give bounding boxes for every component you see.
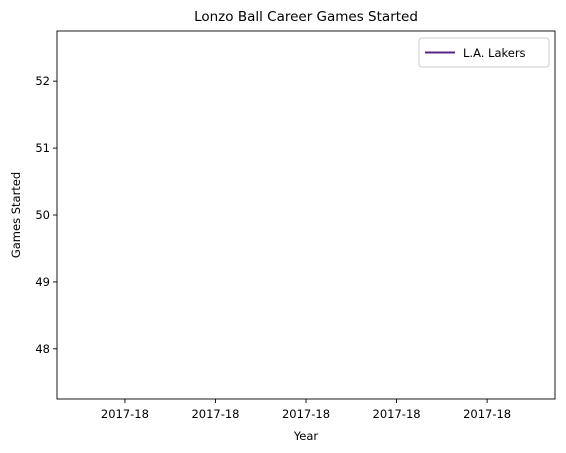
x-tick-label: 2017-18 bbox=[191, 407, 239, 421]
x-tick-label: 2017-18 bbox=[463, 407, 511, 421]
y-tick-label: 49 bbox=[35, 275, 50, 289]
x-tick-label: 2017-18 bbox=[101, 407, 149, 421]
y-tick-label: 50 bbox=[35, 208, 50, 222]
x-axis: 2017-18 2017-18 2017-18 2017-18 2017-18 bbox=[101, 399, 511, 421]
x-tick-label: 2017-18 bbox=[373, 407, 421, 421]
y-tick-label: 52 bbox=[35, 74, 50, 88]
x-tick-label: 2017-18 bbox=[282, 407, 330, 421]
y-tick-label: 51 bbox=[35, 141, 50, 155]
y-tick-label: 48 bbox=[35, 342, 50, 356]
legend: L.A. Lakers bbox=[418, 37, 550, 68]
legend-frame bbox=[418, 37, 550, 68]
x-axis-label: Year bbox=[293, 429, 319, 443]
y-axis: 48 49 50 51 52 bbox=[35, 74, 57, 356]
legend-label-la-lakers: L.A. Lakers bbox=[463, 46, 526, 60]
chart-title: Lonzo Ball Career Games Started bbox=[194, 9, 418, 25]
plot-area bbox=[56, 30, 556, 400]
y-axis-label: Games Started bbox=[9, 172, 23, 258]
